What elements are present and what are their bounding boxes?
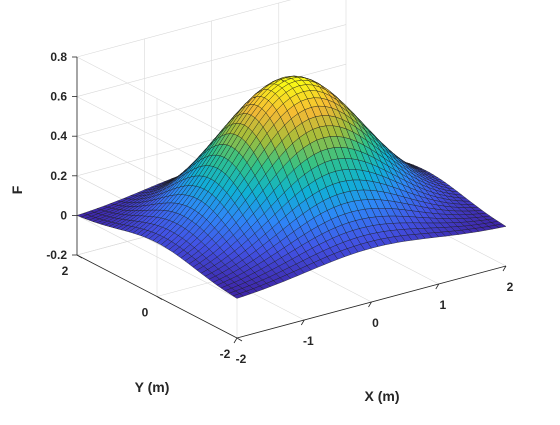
x-tick-label: 2 xyxy=(507,280,514,294)
x-tick-label: -2 xyxy=(236,352,247,366)
z-axis-label: F xyxy=(9,185,25,194)
z-tick-label: -0.2 xyxy=(46,248,67,262)
x-axis-label: X (m) xyxy=(365,388,400,404)
z-tick-label: 0.6 xyxy=(50,90,67,104)
y-axis-label: Y (m) xyxy=(135,379,170,395)
x-tick-label: 1 xyxy=(439,298,446,312)
surface-mesh xyxy=(77,76,506,298)
y-tick-label: 0 xyxy=(142,306,149,320)
y-tick-label: -2 xyxy=(220,347,231,361)
x-tick-label: 0 xyxy=(372,316,379,330)
x-tick-label: -1 xyxy=(303,334,314,348)
y-tick-label: 2 xyxy=(62,264,69,278)
x-tick-mark xyxy=(234,338,237,343)
z-tick-label: 0.2 xyxy=(50,169,67,183)
z-tick-label: 0.8 xyxy=(50,50,67,64)
z-tick-label: 0.4 xyxy=(50,129,67,143)
z-axis-ticks: -0.2 0 0.2 0.4 0.6 0.8 xyxy=(46,50,77,262)
z-tick-label: 0 xyxy=(60,208,67,222)
y-tick-mark xyxy=(77,255,82,258)
y-tick-mark xyxy=(157,297,162,300)
y-tick-mark xyxy=(237,338,242,341)
